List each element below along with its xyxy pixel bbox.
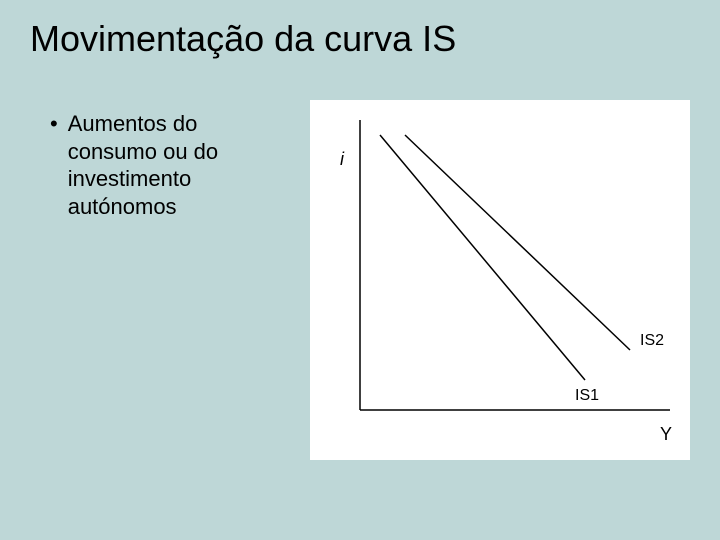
bullet-list: • Aumentos do consumo ou do investimento… — [50, 110, 290, 220]
is2-line — [405, 135, 630, 350]
bullet-dot-icon: • — [50, 110, 58, 138]
is2-label: IS2 — [640, 332, 664, 349]
chart-svg: i Y IS1 IS2 — [310, 100, 690, 460]
x-axis-label: Y — [660, 424, 672, 444]
y-axis-label: i — [340, 149, 345, 169]
slide-title: Movimentação da curva IS — [30, 18, 456, 60]
is-curve-chart: i Y IS1 IS2 — [310, 100, 690, 460]
bullet-text: Aumentos do consumo ou do investimento a… — [68, 110, 290, 220]
bullet-item: • Aumentos do consumo ou do investimento… — [50, 110, 290, 220]
is1-label: IS1 — [575, 387, 599, 404]
is1-line — [380, 135, 585, 380]
